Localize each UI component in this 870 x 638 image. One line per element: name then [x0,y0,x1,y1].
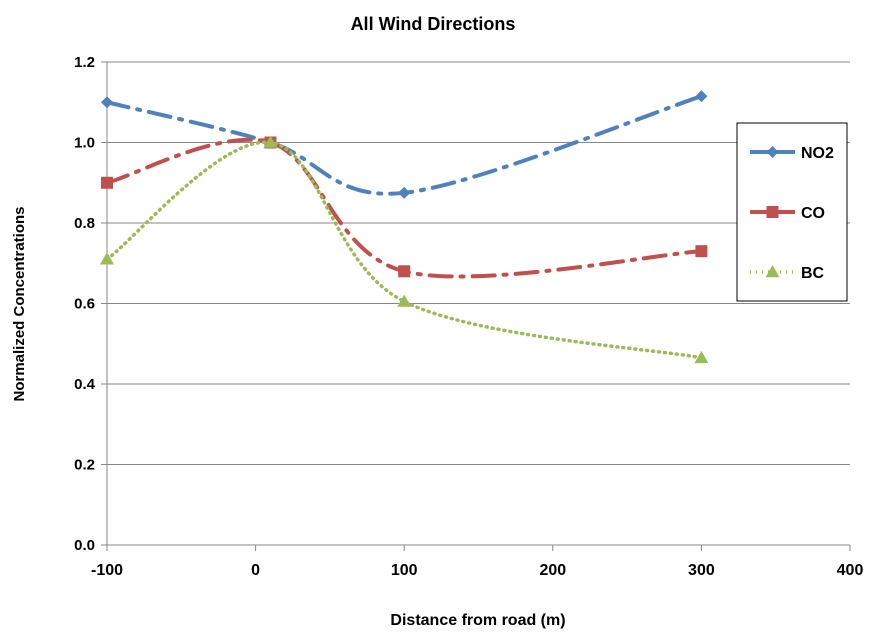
y-tick-label: 0.4 [74,376,96,393]
x-tick-label: 200 [539,562,566,579]
legend: NO2 CO BC [736,122,848,302]
data-point-no2 [398,186,411,199]
data-point-bc [397,294,412,307]
legend-marker-co [766,206,779,218]
data-series [100,90,709,364]
x-tick-label: 0 [251,562,260,579]
axes: 0.0 0.2 0.4 0.6 0.8 1.0 1.2 -100 0 100 200 300 400 [74,54,863,579]
x-tick-label: 400 [837,562,864,579]
series-bc [100,135,709,364]
series-co [101,136,708,279]
legend-marker-bc [765,265,780,278]
legend-marker-no2 [766,146,779,158]
data-point-no2 [101,96,113,109]
y-tick-label: 0.6 [74,296,95,313]
x-tick-label: 300 [688,562,715,579]
series-line-no2 [105,94,704,196]
y-tick-label: 0.2 [74,457,95,474]
data-point-co [695,245,708,258]
legend-label-no2: NO2 [801,145,834,162]
series-line-co [105,137,704,279]
legend-label-bc: BC [801,265,825,282]
legend-item-no2: NO2 [750,145,834,162]
legend-item-co: CO [750,205,825,222]
y-axis-label: Normalized Concentrations [11,206,28,401]
y-tick-label: 1.0 [74,135,95,152]
y-tick-label: 0.8 [74,215,95,232]
series-line-bc [105,140,704,360]
x-tick-label: -100 [91,562,123,579]
data-point-bc [694,350,709,364]
data-point-co [101,176,113,189]
data-point-bc [100,252,114,265]
x-axis-label: Distance from road (m) [390,612,565,629]
y-tick-label: 1.2 [74,54,95,71]
legend-label-co: CO [801,205,825,222]
legend-item-bc: BC [750,265,825,282]
x-tick-label: 100 [391,562,418,579]
chart-title: All Wind Directions [351,14,516,34]
data-point-co [398,265,411,278]
data-point-bc [263,135,278,148]
y-tick-label: 0.0 [74,537,95,554]
data-point-no2 [695,90,708,103]
